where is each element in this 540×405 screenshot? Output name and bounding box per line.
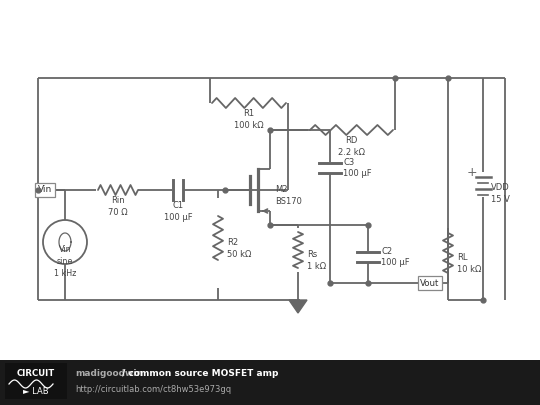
Text: RD
2.2 kΩ: RD 2.2 kΩ	[338, 136, 365, 157]
Text: Vin: Vin	[38, 185, 52, 194]
Bar	[5, 363, 67, 399]
Text: http://circuitlab.com/ct8hw53e973gq: http://circuitlab.com/ct8hw53e973gq	[75, 386, 231, 394]
Polygon shape	[289, 300, 307, 313]
Text: VDD
15 V: VDD 15 V	[491, 183, 510, 204]
Bar	[0, 360, 540, 405]
Text: Vout: Vout	[420, 279, 440, 288]
Text: +: +	[467, 166, 477, 179]
Text: ► LAB: ► LAB	[23, 386, 49, 396]
Text: C2
100 μF: C2 100 μF	[381, 247, 410, 267]
Text: Rin
70 Ω: Rin 70 Ω	[108, 196, 128, 217]
Text: RL
10 kΩ: RL 10 kΩ	[457, 253, 481, 274]
Text: madigoodwin: madigoodwin	[75, 369, 143, 379]
Text: Vin
sine
1 kHz: Vin sine 1 kHz	[54, 245, 76, 277]
Text: M2
BS170: M2 BS170	[275, 185, 302, 206]
Text: C3
100 μF: C3 100 μF	[343, 158, 372, 178]
Text: R2
50 kΩ: R2 50 kΩ	[227, 238, 252, 259]
Text: C1
100 μF: C1 100 μF	[164, 201, 192, 222]
Text: R1
100 kΩ: R1 100 kΩ	[234, 109, 264, 130]
Text: CIRCUIT: CIRCUIT	[17, 369, 55, 379]
Text: / common source MOSFET amp: / common source MOSFET amp	[119, 369, 279, 379]
Text: Rs
1 kΩ: Rs 1 kΩ	[307, 250, 326, 271]
